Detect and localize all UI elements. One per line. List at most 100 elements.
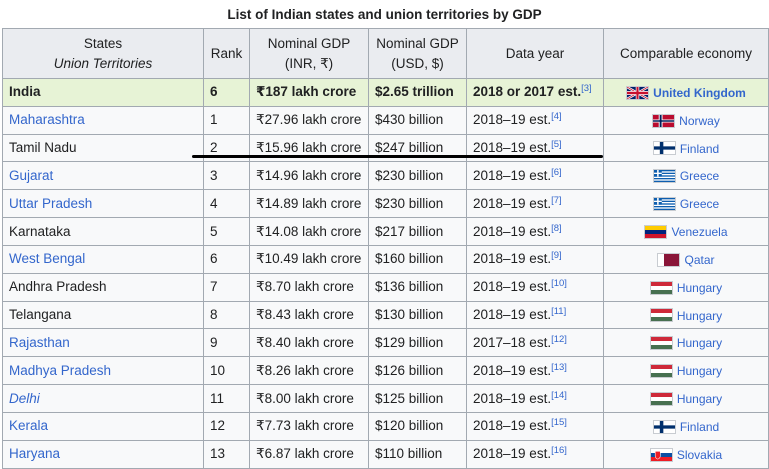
state-cell: Karnataka xyxy=(2,217,204,246)
economy-cell: Finland xyxy=(603,133,769,163)
norway-flag-icon xyxy=(652,113,676,128)
usd-cell: $130 billion xyxy=(368,300,467,330)
venezuela-flag-icon xyxy=(644,224,668,239)
state-cell[interactable]: Kerala xyxy=(2,411,204,441)
reference-link[interactable]: [8] xyxy=(551,222,562,234)
economy-cell: Hungary xyxy=(603,384,769,413)
economy-cell: Hungary xyxy=(603,300,769,330)
reference-link[interactable]: [14] xyxy=(551,389,567,401)
reference-link[interactable]: [7] xyxy=(551,194,562,206)
inr-cell: ₹14.08 lakh crore xyxy=(249,217,369,246)
state-name: Tamil Nadu xyxy=(9,140,77,156)
year-text: 2018–19 est. xyxy=(473,223,552,239)
economy-link[interactable]: Finland xyxy=(679,419,720,434)
economy-link[interactable]: Hungary xyxy=(676,280,723,295)
inr-cell: ₹8.43 lakh crore xyxy=(249,300,369,330)
rank-cell: 11 xyxy=(203,384,250,413)
economy-cell: Norway xyxy=(603,105,769,135)
header-inr[interactable]: Nominal GDP (INR, ₹) xyxy=(249,28,369,79)
table-row: Rajasthan 9 ₹8.40 lakh crore $129 billion 20… xyxy=(2,328,769,358)
year-cell: 2018–19 est.[11] xyxy=(466,300,604,330)
economy-link[interactable]: Finland xyxy=(679,141,720,156)
reference-link[interactable]: [15] xyxy=(551,417,567,429)
year-cell: 2018–19 est.[9] xyxy=(466,244,604,274)
economy-cell: Hungary xyxy=(603,356,769,386)
table-row: Maharashtra 1 ₹27.96 lakh crore $430 billio… xyxy=(2,105,769,135)
hand-drawn-underline xyxy=(192,155,603,158)
state-cell[interactable]: Rajasthan xyxy=(2,328,204,358)
rank-cell: 10 xyxy=(203,356,250,386)
reference-link[interactable]: [9] xyxy=(551,250,562,262)
state-cell[interactable]: Delhi xyxy=(2,384,204,413)
economy-link[interactable]: United Kingdom xyxy=(653,85,746,100)
year-cell: 2018–19 est.[8] xyxy=(466,217,604,246)
year-text: 2017–18 est. xyxy=(473,334,552,350)
economy-link[interactable]: Venezuela xyxy=(671,224,728,239)
year-text: 2018–19 est. xyxy=(473,446,552,462)
state-name: Karnataka xyxy=(9,223,71,239)
inr-cell: ₹27.96 lakh crore xyxy=(249,105,369,135)
reference-link[interactable]: [6] xyxy=(551,166,562,178)
inr-cell: ₹8.70 lakh crore xyxy=(249,272,369,302)
state-name: India xyxy=(9,84,41,100)
year-cell: 2018–19 est.[6] xyxy=(466,161,604,191)
table-row: Gujarat 3 ₹14.96 lakh crore $230 billion 201… xyxy=(2,161,769,191)
state-name: Telangana xyxy=(9,307,72,323)
state-cell[interactable]: Uttar Pradesh xyxy=(2,189,204,219)
economy-link[interactable]: Greece xyxy=(679,197,720,212)
economy-link[interactable]: Hungary xyxy=(676,391,723,406)
header-rank[interactable]: Rank xyxy=(203,28,250,79)
state-cell[interactable]: Madhya Pradesh xyxy=(2,356,204,386)
reference-link[interactable]: [11] xyxy=(551,306,567,318)
table-caption: List of Indian states and union territor… xyxy=(227,7,542,22)
reference-link[interactable]: [3] xyxy=(581,83,592,95)
table-row: India 6 ₹187 lakh crore $2.65 trillion 2018 … xyxy=(2,78,769,107)
economy-cell: Hungary xyxy=(603,328,769,358)
state-name: Andhra Pradesh xyxy=(9,279,107,295)
rank-cell: 3 xyxy=(203,161,250,191)
inr-cell: ₹8.40 lakh crore xyxy=(249,328,369,358)
gdp-table: States Union Territories Rank Nominal GD… xyxy=(2,28,769,469)
year-text: 2018–19 est. xyxy=(473,167,552,183)
qatar-flag-icon xyxy=(657,252,681,267)
economy-link[interactable]: Norway xyxy=(679,113,720,128)
year-text: 2018–19 est. xyxy=(473,279,552,295)
economy-link[interactable]: Slovakia xyxy=(676,447,723,462)
economy-cell: Greece xyxy=(603,161,769,191)
usd-cell: $160 billion xyxy=(368,244,467,274)
header-state[interactable]: States Union Territories xyxy=(2,28,204,79)
table-row: West Bengal 6 ₹10.49 lakh crore $160 billio… xyxy=(2,244,769,274)
reference-link[interactable]: [10] xyxy=(551,278,567,290)
economy-cell: Greece xyxy=(603,189,769,219)
inr-cell: ₹8.26 lakh crore xyxy=(249,356,369,386)
economy-link[interactable]: Hungary xyxy=(676,336,723,351)
state-cell[interactable]: Maharashtra xyxy=(2,105,204,135)
header-economy[interactable]: Comparable economy xyxy=(603,28,769,79)
reference-link[interactable]: [4] xyxy=(551,111,562,123)
reference-link[interactable]: [16] xyxy=(551,445,567,457)
year-cell: 2017–18 est.[12] xyxy=(466,328,604,358)
rank-cell: 6 xyxy=(203,244,250,274)
hungary-flag-icon xyxy=(649,280,673,295)
economy-link[interactable]: Greece xyxy=(679,169,720,184)
finland-flag-icon xyxy=(652,419,676,434)
economy-link[interactable]: Qatar xyxy=(684,252,715,267)
state-cell[interactable]: India xyxy=(2,78,204,107)
rank-cell: 7 xyxy=(203,272,250,302)
rank-cell: 12 xyxy=(203,411,250,441)
year-text: 2018–19 est. xyxy=(473,418,552,434)
rank-cell: 1 xyxy=(203,105,250,135)
reference-link[interactable]: [13] xyxy=(551,361,567,373)
state-cell[interactable]: West Bengal xyxy=(2,244,204,274)
state-cell[interactable]: Gujarat xyxy=(2,161,204,191)
usd-cell: $120 billion xyxy=(368,411,467,441)
year-text: 2018–19 est. xyxy=(473,195,552,211)
inr-cell: ₹14.96 lakh crore xyxy=(249,161,369,191)
economy-link[interactable]: Hungary xyxy=(676,308,723,323)
reference-link[interactable]: [12] xyxy=(551,333,567,345)
header-year[interactable]: Data year xyxy=(466,28,604,79)
header-usd[interactable]: Nominal GDP (USD, $) xyxy=(368,28,467,79)
reference-link[interactable]: [5] xyxy=(551,139,562,151)
economy-link[interactable]: Hungary xyxy=(676,364,723,379)
hungary-flag-icon xyxy=(649,308,673,323)
